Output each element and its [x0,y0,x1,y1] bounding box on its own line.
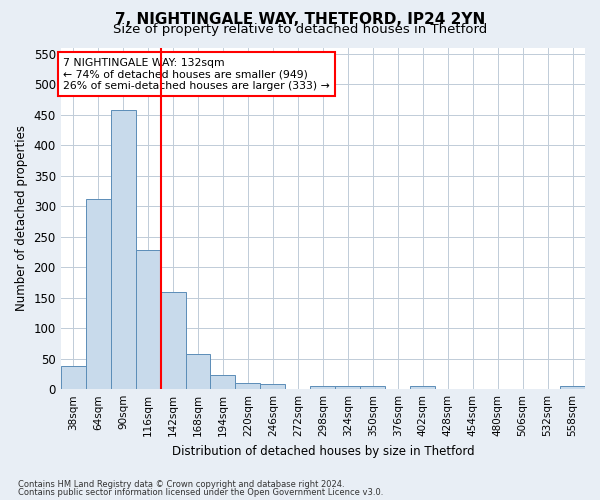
Text: 7, NIGHTINGALE WAY, THETFORD, IP24 2YN: 7, NIGHTINGALE WAY, THETFORD, IP24 2YN [115,12,485,28]
Bar [235,383,260,389]
Text: Contains HM Land Registry data © Crown copyright and database right 2024.: Contains HM Land Registry data © Crown c… [18,480,344,489]
Bar [86,200,110,389]
Text: Contains public sector information licensed under the Open Government Licence v3: Contains public sector information licen… [18,488,383,497]
Bar [161,292,185,389]
Y-axis label: Number of detached properties: Number of detached properties [15,126,28,312]
Bar [410,386,435,389]
Bar [136,250,161,389]
Bar [110,110,136,389]
Bar [310,386,335,389]
Bar [211,374,235,389]
Bar [560,386,585,389]
X-axis label: Distribution of detached houses by size in Thetford: Distribution of detached houses by size … [172,444,474,458]
Bar [360,386,385,389]
Text: 7 NIGHTINGALE WAY: 132sqm
← 74% of detached houses are smaller (949)
26% of semi: 7 NIGHTINGALE WAY: 132sqm ← 74% of detac… [63,58,330,91]
Bar [61,366,86,389]
Bar [185,354,211,389]
Bar [335,386,360,389]
Text: Size of property relative to detached houses in Thetford: Size of property relative to detached ho… [113,23,487,36]
Bar [260,384,286,389]
